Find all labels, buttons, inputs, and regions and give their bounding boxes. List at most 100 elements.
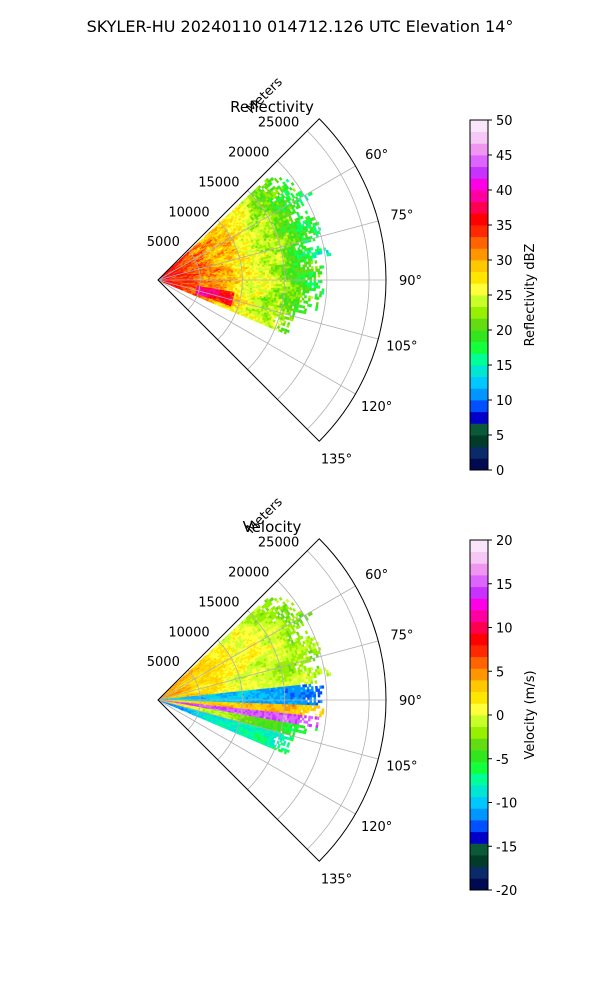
- echo-cell: [269, 281, 272, 285]
- colorbar-segment: [470, 201, 488, 214]
- echo-cell: [309, 282, 312, 286]
- velocity-panel: Velocity 500010000150002000025000Meters6…: [147, 495, 538, 899]
- echo-cell: [288, 282, 291, 285]
- echo-cell: [269, 273, 272, 277]
- echo-cell: [317, 268, 321, 272]
- azimuth-tick-label: 120°: [361, 400, 392, 415]
- echo-cell: [283, 330, 288, 335]
- echo-cell: [292, 284, 295, 288]
- echo-cell: [313, 279, 317, 284]
- colorbar-segment: [470, 190, 488, 203]
- echo-cell: [317, 279, 321, 283]
- echo-cell: [288, 272, 291, 276]
- echo-cell: [292, 270, 295, 274]
- echo-cell: [279, 273, 283, 276]
- echo-cell: [276, 325, 281, 330]
- colorbar-segment: [470, 225, 488, 238]
- echo-cell: [310, 246, 314, 251]
- echo-cell: [300, 269, 304, 273]
- echo-cell: [313, 274, 317, 278]
- echo-cell: [315, 282, 319, 286]
- echo-cell: [262, 281, 266, 284]
- echo-cell: [309, 279, 312, 283]
- colorbar-label: Reflectivity dBZ: [523, 244, 538, 347]
- echo-cell: [317, 274, 321, 278]
- echo-cell: [290, 275, 293, 278]
- colorbar-segment: [470, 166, 488, 179]
- echo-cell: [292, 274, 296, 278]
- colorbar-tick-label: 30: [496, 254, 513, 269]
- echo-cell: [309, 277, 312, 281]
- colorbar-tick-label: 40: [496, 184, 513, 199]
- echo-cell: [273, 315, 277, 319]
- colorbar-tick-label: 15: [496, 359, 513, 374]
- echo-cell: [302, 284, 306, 288]
- colorbar-tick-label: 10: [496, 394, 513, 409]
- echo-cell: [269, 275, 272, 279]
- echo-cell: [260, 274, 264, 277]
- echo-cell: [294, 286, 297, 290]
- colorbar-segment: [470, 435, 488, 448]
- echo-cell: [254, 281, 258, 284]
- echo-cell: [321, 288, 325, 292]
- echo-cell: [306, 290, 310, 294]
- echo-cell: [288, 284, 291, 288]
- echo-cell: [317, 271, 321, 275]
- echo-cell: [316, 296, 320, 301]
- echo-cell: [294, 270, 297, 274]
- echo-cell: [300, 202, 305, 207]
- echo-cell: [275, 271, 278, 275]
- echo-cell: [269, 283, 272, 287]
- echo-cell: [302, 305, 306, 309]
- echo-cell: [266, 271, 270, 275]
- echo-cell: [239, 275, 243, 278]
- colorbar-tick-label: 20: [496, 324, 513, 339]
- echo-cell: [296, 287, 300, 291]
- echo-cell: [243, 276, 247, 279]
- echo-cell: [310, 295, 314, 300]
- echo-cell: [305, 282, 308, 286]
- reflectivity-echo-field: [158, 176, 332, 335]
- echo-cell: [296, 272, 300, 276]
- echo-cell: [318, 293, 322, 298]
- echo-cell: [279, 281, 283, 285]
- figure-title: SKYLER-HU 20240110 014712.126 UTC Elevat…: [87, 17, 514, 36]
- echo-cell: [262, 268, 266, 272]
- echo-cell: [298, 282, 302, 286]
- echo-cell: [285, 178, 290, 183]
- echo-cell: [304, 264, 308, 268]
- radial-tick-label: 20000: [228, 146, 269, 161]
- azimuth-tick-label: 60°: [365, 148, 388, 163]
- echo-cell: [286, 281, 289, 285]
- reflectivity-grid: [157, 118, 387, 442]
- echo-cell: [260, 285, 264, 288]
- echo-cell: [268, 181, 273, 186]
- echo-cell: [298, 269, 302, 273]
- echo-cell: [275, 281, 279, 285]
- echo-cell: [321, 291, 325, 295]
- echo-cell: [298, 287, 302, 291]
- echo-cell: [258, 272, 262, 275]
- echo-cell: [311, 274, 315, 278]
- echo-cell: [286, 275, 289, 279]
- colorbar-segment: [470, 283, 488, 296]
- echo-cell: [298, 274, 302, 278]
- echo-cell: [287, 270, 291, 274]
- echo-cell: [252, 276, 255, 279]
- radial-tick-label: 15000: [198, 175, 239, 190]
- reflectivity-panel: Reflectivity 500010000150002000025000Met…: [147, 75, 538, 479]
- echo-cell: [281, 268, 285, 272]
- azimuth-tick-label: 105°: [386, 339, 417, 354]
- echo-cell: [266, 283, 270, 287]
- echo-cell: [248, 281, 251, 284]
- echo-cell: [298, 289, 302, 293]
- echo-cell: [260, 276, 264, 279]
- echo-cell: [239, 281, 243, 284]
- echo-cell: [302, 292, 306, 296]
- colorbar-segment: [470, 295, 488, 308]
- echo-cell: [292, 272, 295, 276]
- echo-cell: [307, 282, 310, 286]
- echo-cell: [258, 276, 262, 279]
- echo-cell: [277, 269, 280, 272]
